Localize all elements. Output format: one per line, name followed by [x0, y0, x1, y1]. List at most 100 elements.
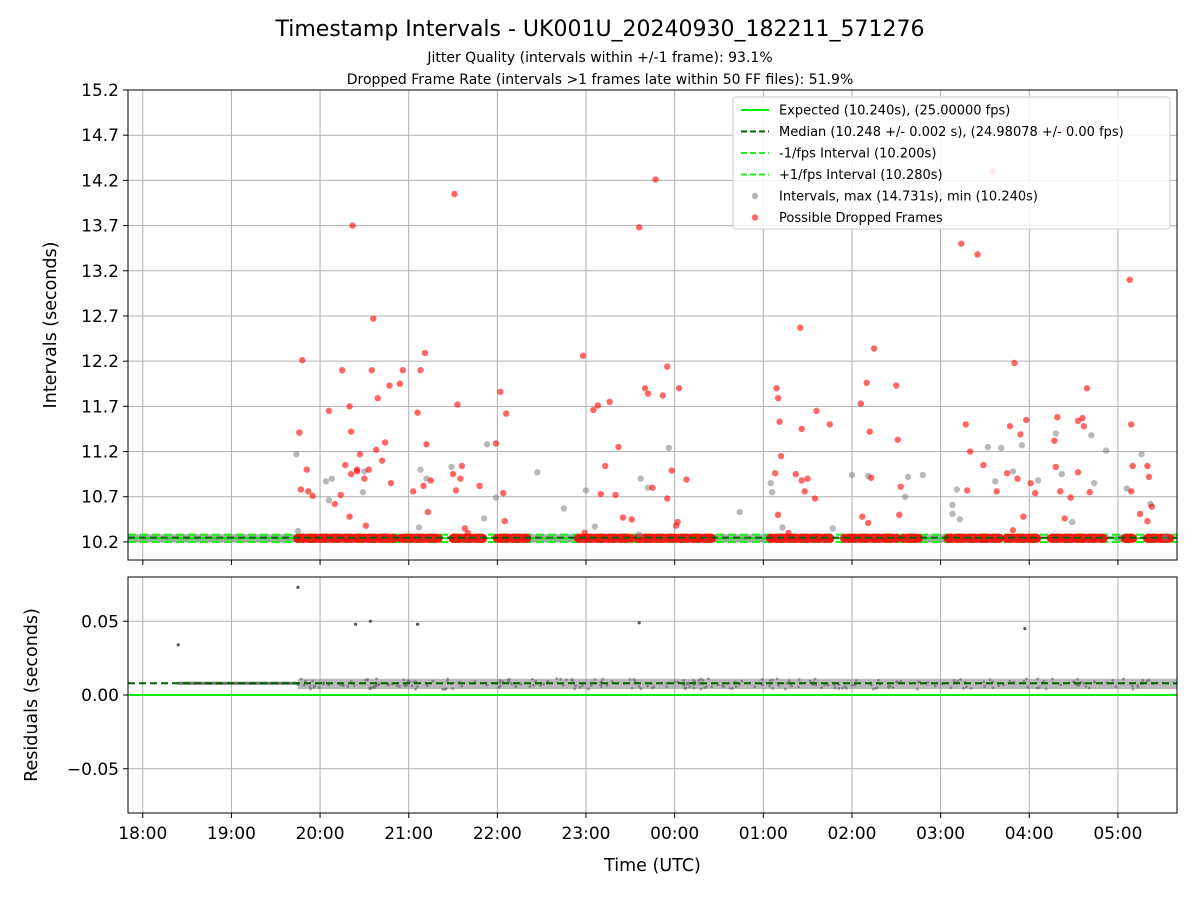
legend-entry-label: Median (10.248 +/- 0.002 s), (24.98078 +…: [779, 125, 1124, 140]
dropped-frame-point: [962, 421, 969, 428]
dropped-frame-point: [337, 491, 344, 499]
residual-point: [997, 684, 1000, 687]
residual-point: [969, 686, 973, 690]
interval-point: [1161, 534, 1169, 541]
dropped-frame-point: [476, 482, 483, 490]
residual-point: [534, 679, 537, 683]
residual-point: [682, 679, 686, 682]
dropped-frame-point: [346, 403, 353, 410]
dropped-frame-point: [1079, 414, 1086, 422]
residual-point: [777, 684, 781, 688]
residual-point: [962, 687, 965, 690]
dropped-frame-point: [464, 529, 472, 537]
residual-point: [605, 684, 609, 687]
residual-point: [876, 678, 880, 682]
dropped-frame-point: [347, 470, 355, 478]
dropped-frame-point: [454, 401, 461, 408]
interval-point: [328, 475, 336, 482]
residual-point: [869, 683, 873, 687]
interval-point: [483, 441, 491, 448]
residual-point: [797, 685, 800, 689]
residual-point: [692, 686, 696, 690]
chart-title: Timestamp Intervals - UK001U_20240930_18…: [275, 17, 925, 42]
residual-point: [327, 683, 331, 687]
residual-point: [639, 687, 643, 691]
residual-point: [377, 682, 381, 686]
dropped-frame-point: [299, 357, 306, 364]
dropped-frame-point: [1031, 489, 1039, 497]
residual-outlier-point: [353, 622, 358, 626]
interval-point: [1088, 432, 1095, 439]
residual-point: [425, 684, 429, 688]
dropped-frame-point: [451, 190, 458, 198]
dropped-frame-point: [501, 517, 508, 525]
residual-point: [853, 683, 857, 687]
residual-point: [949, 686, 953, 690]
dropped-frame-point: [974, 251, 981, 258]
residuals-marks: [128, 585, 1177, 696]
residual-point: [728, 686, 732, 690]
residual-point: [1147, 678, 1151, 682]
intervals-plot: 10.2 10.7 11.2 11.7 12.2 12.7 13.2 13.7 14.2 14.7…: [41, 81, 1178, 565]
interval-point: [901, 493, 909, 500]
residual-point: [368, 686, 372, 690]
interval-point: [984, 443, 992, 451]
residual-point: [460, 684, 464, 688]
residual-point: [398, 685, 401, 688]
dropped-frame-point: [1017, 431, 1024, 438]
interval-point: [956, 516, 964, 523]
y-tick-label: 0.05: [81, 612, 119, 632]
intervals-marks: [128, 125, 1177, 544]
dropped-frame-point: [590, 406, 597, 414]
dropped-frame-point: [423, 441, 430, 448]
residual-point: [706, 677, 710, 681]
interval-point: [294, 527, 302, 535]
dropped-frame-point: [341, 461, 349, 469]
residual-point: [1122, 677, 1125, 681]
dropped-frame-point: [297, 486, 305, 493]
residual-point: [302, 683, 306, 687]
dropped-frame-point: [449, 470, 457, 478]
residual-point: [832, 683, 836, 687]
y-tick-label: 13.7: [81, 217, 119, 237]
dropped-frame-point: [427, 477, 435, 484]
dropped-frame-point: [347, 428, 355, 435]
residual-point: [785, 681, 789, 685]
residual-point: [1008, 679, 1012, 683]
residual-point: [959, 678, 963, 681]
residual-point: [790, 684, 793, 688]
residual-point: [983, 685, 987, 688]
residual-point: [875, 686, 879, 689]
y-tick-label: 14.7: [81, 126, 119, 146]
residual-point: [1035, 686, 1039, 690]
residual-point: [1042, 679, 1046, 683]
dropped-frame-point: [361, 475, 368, 482]
residual-point: [926, 681, 930, 684]
residual-point: [787, 679, 791, 683]
dropped-frame-point: [993, 488, 1000, 495]
residual-point: [730, 687, 734, 690]
interval-point: [904, 473, 912, 481]
residual-point: [630, 686, 634, 690]
residual-point: [1130, 684, 1134, 688]
residual-point: [686, 682, 689, 685]
interval-point: [582, 487, 590, 494]
residual-point: [451, 687, 455, 690]
residual-point: [628, 678, 632, 681]
x-tick-label: 01:00: [739, 824, 788, 844]
interval-point: [736, 508, 743, 516]
residual-point: [593, 678, 597, 681]
dropped-frame-point: [964, 487, 971, 494]
dropped-frame-point: [865, 519, 872, 527]
dropped-frame-point: [381, 439, 389, 446]
residual-point: [956, 679, 960, 683]
dropped-frame-point: [641, 385, 649, 392]
dropped-frame-point: [652, 176, 659, 183]
dropped-frame-point: [1023, 416, 1030, 424]
residual-point: [546, 679, 550, 683]
dropped-frame-point: [457, 475, 464, 482]
dropped-frame-point: [893, 382, 900, 389]
y-tick-label: 11.2: [81, 443, 119, 463]
dropped-frame-point: [1052, 463, 1060, 471]
dropped-frame-point: [612, 491, 619, 499]
